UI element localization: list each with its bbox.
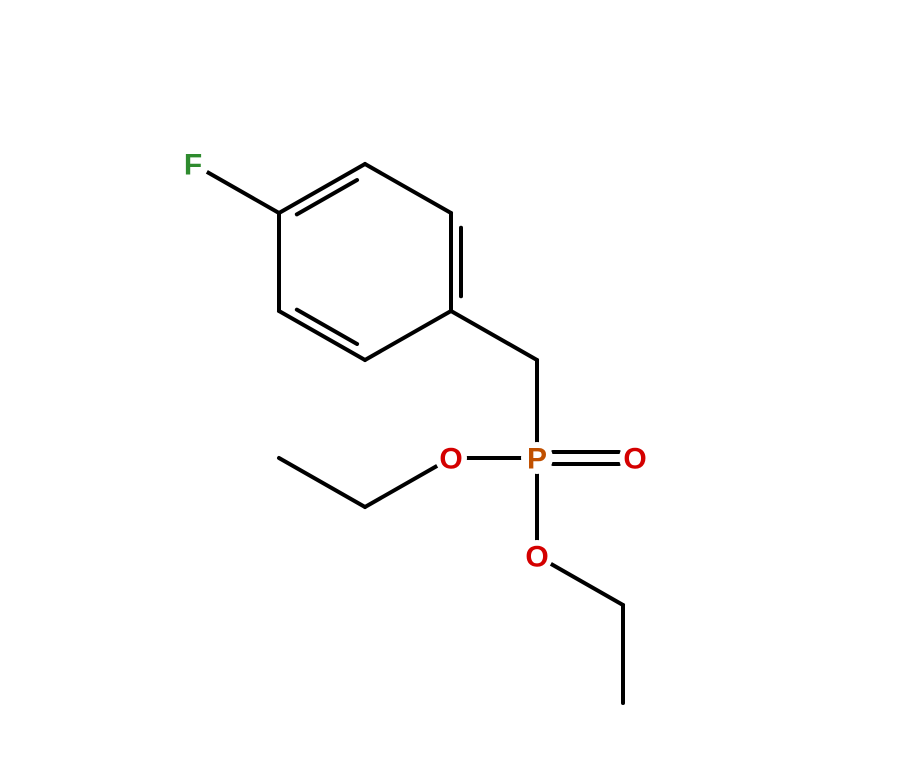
molecule-diagram: F P O O O [0, 0, 897, 777]
atom-label-P: P [527, 443, 547, 476]
atom-label-O2: O [439, 443, 462, 476]
atom-label-O1: O [623, 443, 646, 476]
canvas-background [0, 0, 897, 777]
atom-label-F: F [184, 149, 202, 182]
atom-label-O3: O [525, 541, 548, 574]
